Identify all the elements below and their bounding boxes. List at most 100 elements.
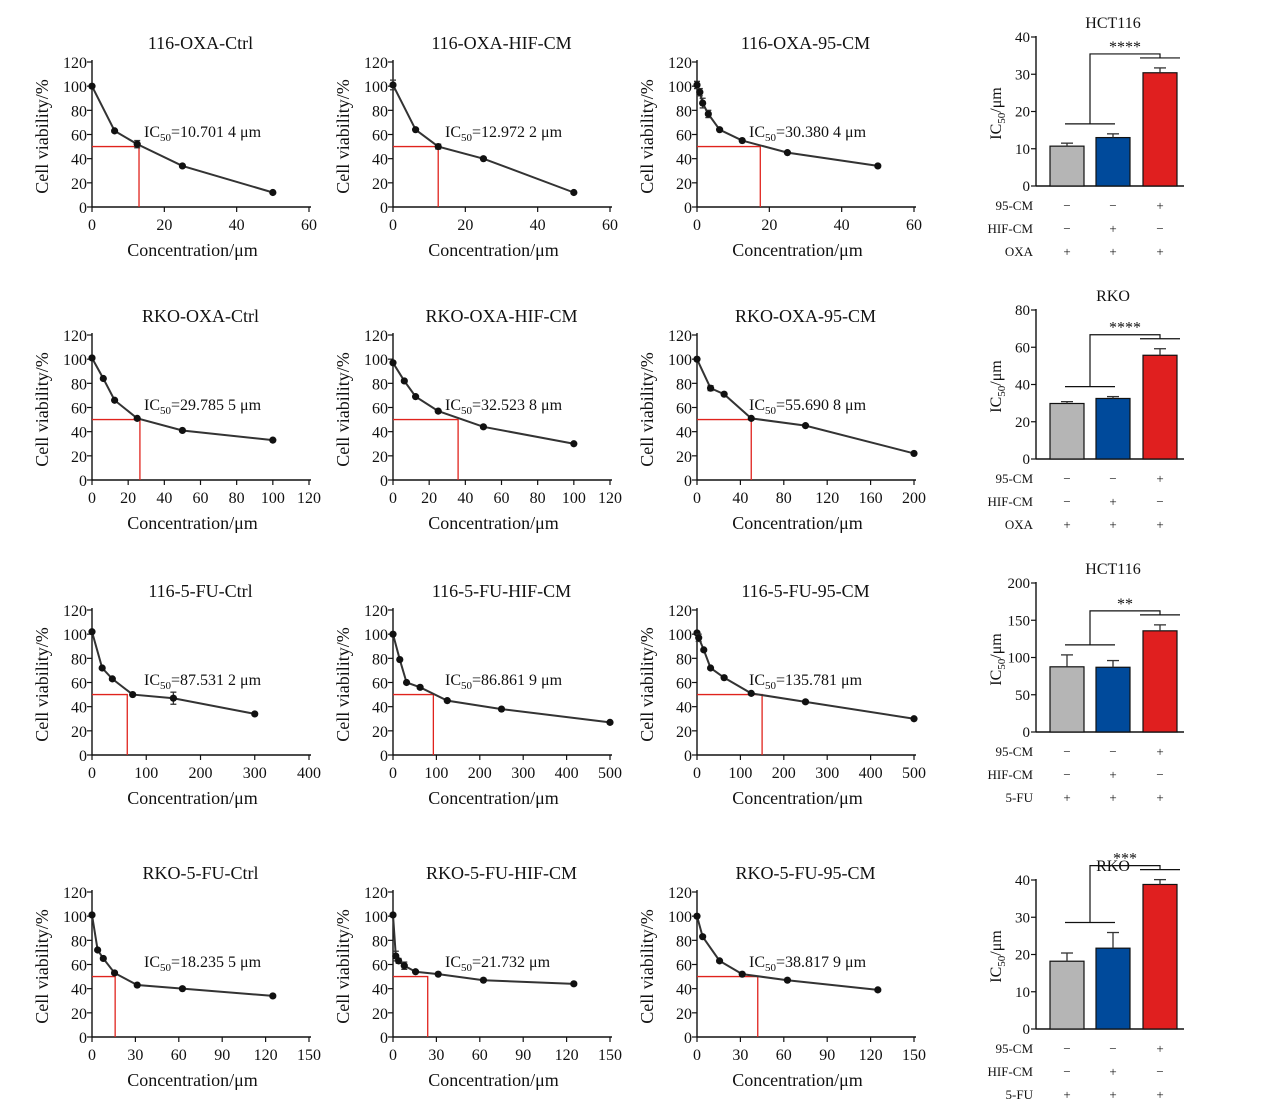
data-point [570, 440, 578, 448]
data-point [434, 407, 442, 415]
bar-chart-panel-4: RKO 0 10 20 30 40 IC50/μm *** 95-CM − − + HIF-CM − + − 5… [987, 851, 1184, 1102]
data-point [396, 655, 404, 664]
significance-bracket [1089, 53, 1161, 124]
x-tick-label: 200 [468, 765, 492, 782]
line-chart-panel-2: 116-OXA-HIF-CM 0 20 40 60 80 100 120 0 20 40 60 Conc… [333, 33, 618, 260]
bar [1095, 136, 1131, 187]
ic50-value: =30.380 4 μm [776, 124, 867, 141]
x-tick-label: 300 [243, 765, 267, 782]
data-point [94, 946, 102, 954]
data-point [129, 690, 137, 699]
y-tick-label: 60 [676, 128, 692, 145]
treatment-sign: + [1063, 1087, 1070, 1102]
data-point [693, 912, 701, 920]
y-tick-label: 10 [1015, 142, 1030, 158]
treatment-sign: + [1156, 198, 1163, 213]
x-tick-label: 300 [511, 765, 535, 782]
data-point [443, 697, 451, 705]
y-tick-label: 40 [71, 700, 87, 717]
treatment-sign: + [1109, 790, 1116, 805]
data-point [389, 630, 397, 638]
data-point [178, 426, 187, 435]
y-tick-label: 60 [71, 128, 87, 145]
y-tick-label: 20 [71, 1006, 87, 1023]
x-tick-label: 40 [732, 490, 748, 507]
data-point [400, 377, 408, 385]
data-point [716, 126, 724, 134]
ic50-prefix: IC [445, 397, 461, 414]
y-tick-label: 60 [372, 401, 388, 418]
x-tick-label: 120 [254, 1047, 278, 1064]
y-axis-label-sub: 50 [996, 112, 1008, 124]
data-point [497, 705, 506, 713]
ic50-annotation: IC50=87.531 2 μm [144, 672, 262, 692]
treatment-sign: + [1156, 790, 1163, 805]
data-point [715, 957, 724, 965]
ic50-guide-line [92, 145, 140, 207]
data-point [570, 188, 578, 197]
panel-title: 116-5-FU-95-CM [741, 581, 869, 601]
x-tick-label: 20 [421, 490, 437, 507]
bar [1095, 666, 1131, 733]
x-tick-label: 20 [120, 490, 136, 507]
data-point [434, 142, 442, 151]
y-axis-label: Cell viability/% [333, 352, 353, 467]
treatment-sign: + [1109, 767, 1116, 782]
y-axis-label: Cell viability/% [32, 79, 52, 194]
x-tick-label: 120 [555, 1047, 579, 1064]
y-tick-label: 20 [1015, 105, 1030, 121]
x-axis-label: Concentration/μm [732, 240, 863, 260]
line-chart-panel-6: RKO-OXA-95-CM 0 20 40 60 80 100 120 0 40 80 120 160 2… [637, 306, 926, 533]
data-point [910, 715, 918, 723]
ic50-subscript: 50 [160, 962, 172, 974]
y-tick-label: 80 [71, 376, 87, 393]
significance-bracket [1089, 334, 1161, 387]
ic50-annotation: IC50=30.380 4 μm [749, 124, 867, 144]
ic50-annotation: IC50=32.523 8 μm [445, 397, 563, 417]
x-tick-label: 60 [602, 217, 618, 234]
treatment-sign: − [1063, 221, 1070, 236]
y-axis-label: Cell viability/% [32, 352, 52, 467]
y-tick-label: 20 [676, 724, 692, 741]
treatment-sign: − [1156, 494, 1163, 509]
treatment-sign: + [1063, 244, 1070, 259]
x-axis-label: Concentration/μm [127, 240, 258, 260]
y-tick-label: 20 [372, 1006, 388, 1023]
data-point [88, 354, 96, 362]
ic50-prefix: IC [445, 954, 461, 971]
y-tick-label: 20 [71, 176, 87, 193]
treatment-sign: − [1063, 198, 1070, 213]
ic50-annotation: IC50=55.690 8 μm [749, 397, 867, 417]
series-line [392, 914, 574, 985]
x-tick-label: 120 [297, 490, 321, 507]
line-chart-panel-9: 116-5-FU-95-CM 0 20 40 60 80 100 120 0 100 200 300 4… [637, 581, 926, 808]
data-point [570, 980, 578, 988]
x-tick-label: 60 [301, 217, 317, 234]
ic50-guide-line [697, 418, 752, 480]
data-point [400, 962, 408, 970]
bar [1049, 666, 1085, 733]
treatment-sign: − [1109, 471, 1116, 486]
treatment-sign: − [1063, 767, 1070, 782]
y-tick-label: 120 [668, 885, 692, 902]
ic50-prefix: IC [144, 124, 160, 141]
treatment-sign: + [1109, 494, 1116, 509]
data-point [269, 992, 277, 1000]
y-axis-label-unit: /μm [988, 930, 1005, 956]
y-tick-label: 40 [676, 982, 692, 999]
y-tick-label: 50 [1015, 688, 1030, 704]
data-point [783, 976, 792, 984]
x-axis-label: Concentration/μm [127, 1070, 258, 1090]
x-tick-label: 150 [598, 1047, 622, 1064]
bar [1095, 947, 1131, 1030]
y-tick-label: 0 [1023, 725, 1031, 741]
x-axis-label: Concentration/μm [428, 1070, 559, 1090]
x-tick-label: 500 [902, 765, 926, 782]
data-point [606, 718, 614, 726]
y-tick-label: 20 [676, 449, 692, 466]
ic50-annotation: IC50=18.235 5 μm [144, 954, 262, 974]
x-tick-label: 500 [598, 765, 622, 782]
data-point [706, 664, 715, 672]
data-point [783, 149, 792, 157]
